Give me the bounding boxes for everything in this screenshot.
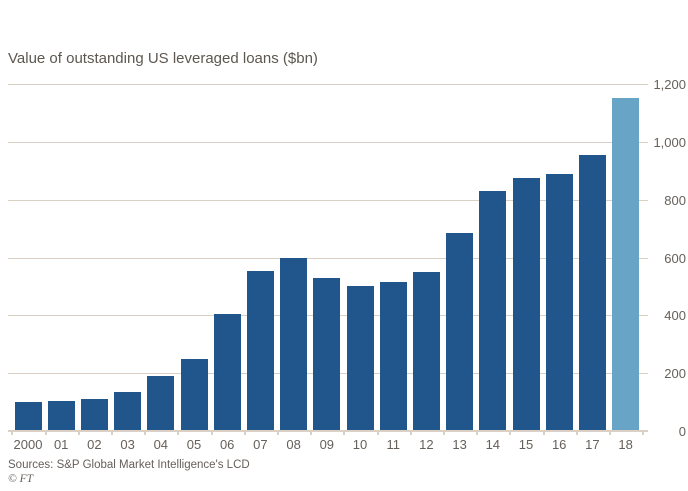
x-axis-tick: [409, 431, 412, 435]
x-tick-label-15: 15: [518, 437, 534, 452]
x-tick-label-13: 13: [452, 437, 467, 452]
x-axis-tick: [44, 431, 47, 435]
bar-02: [80, 398, 108, 431]
bar-03: [114, 391, 142, 431]
x-tick-label-09: 09: [319, 437, 335, 452]
gridline-800: [8, 199, 648, 201]
y-tick-label-600: 600: [664, 250, 686, 266]
x-tick-label-03: 03: [120, 437, 135, 452]
y-tick-label-400: 400: [664, 308, 686, 324]
x-tick-label-11: 11: [386, 437, 400, 452]
x-tick-label-14: 14: [485, 437, 501, 452]
bar-2000: [14, 402, 42, 431]
bar-01: [47, 400, 75, 431]
x-axis-tick: [111, 431, 113, 435]
x-axis-tick: [177, 431, 180, 435]
chart-title: Value of outstanding US leveraged loans …: [8, 50, 318, 67]
x-tick-label-08: 08: [286, 437, 301, 452]
x-tick-label-01: 01: [53, 437, 69, 452]
x-axis-tick: [509, 431, 512, 435]
x-tick-label-12: 12: [419, 437, 434, 452]
bar-16: [545, 173, 573, 431]
bar-09: [313, 277, 341, 431]
y-tick-label-800: 800: [664, 192, 686, 208]
x-axis-tick: [77, 431, 80, 435]
x-axis-tick: [210, 431, 213, 435]
x-axis-tick: [642, 431, 645, 435]
y-tick-label-200: 200: [664, 366, 686, 382]
gridline-1200: [8, 84, 648, 85]
ft-credit: © FT: [8, 473, 34, 485]
gridline-600: [8, 257, 648, 259]
bar-18: [612, 98, 640, 431]
bar-06: [213, 313, 241, 431]
x-axis-tick: [575, 431, 578, 435]
x-axis-tick: [11, 431, 14, 435]
gridline-0: [8, 430, 648, 432]
x-tick-label-02: 02: [87, 437, 102, 452]
bar-15: [512, 177, 540, 431]
plot-area: 2000 01 02 03 04 05 06 07 08 09 10 11 12 13 14 15 16 17 18: [8, 84, 648, 452]
bar-05: [180, 358, 208, 431]
x-axis-tick: [476, 431, 479, 435]
x-axis-tick: [376, 431, 379, 435]
x-axis-tick: [277, 431, 279, 435]
x-axis-tick: [343, 431, 346, 435]
bar-11: [379, 282, 407, 431]
x-axis-tick: [542, 431, 545, 435]
x-tick-label-16: 16: [551, 437, 567, 452]
bar-13: [446, 232, 474, 431]
x-axis-tick: [443, 431, 445, 435]
bar-12: [412, 271, 440, 431]
x-tick-label-2000: 2000: [13, 437, 43, 452]
x-axis-tick: [310, 431, 313, 435]
bar-07: [246, 270, 274, 431]
bar-04: [147, 376, 175, 431]
source-note: Sources: S&P Global Market Intelligence'…: [8, 459, 250, 471]
x-tick-label-18: 18: [618, 437, 633, 452]
x-axis-tick: [609, 431, 611, 435]
y-tick-label-1000: 1,000: [653, 134, 686, 150]
bar-08: [280, 257, 308, 431]
x-tick-label-05: 05: [186, 437, 202, 452]
x-axis-tick: [144, 431, 147, 435]
x-tick-label-04: 04: [153, 437, 169, 452]
x-tick-label-17: 17: [585, 437, 600, 452]
y-tick-label-0: 0: [678, 424, 686, 439]
y-tick-label-1200: 1,200: [653, 77, 686, 92]
x-tick-label-07: 07: [253, 437, 268, 452]
bar-10: [346, 286, 374, 431]
bar-17: [578, 154, 606, 431]
x-axis-tick: [243, 431, 246, 435]
bar-14: [479, 191, 507, 431]
gridline-1000: [8, 141, 648, 143]
x-tick-label-06: 06: [219, 437, 235, 452]
x-tick-label-10: 10: [352, 437, 368, 452]
